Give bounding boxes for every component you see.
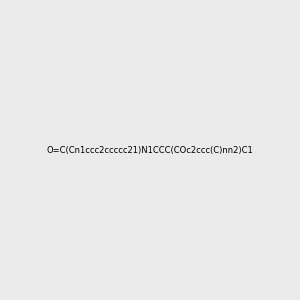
Text: O=C(Cn1ccc2ccccc21)N1CCC(COc2ccc(C)nn2)C1: O=C(Cn1ccc2ccccc21)N1CCC(COc2ccc(C)nn2)C… <box>46 146 253 154</box>
